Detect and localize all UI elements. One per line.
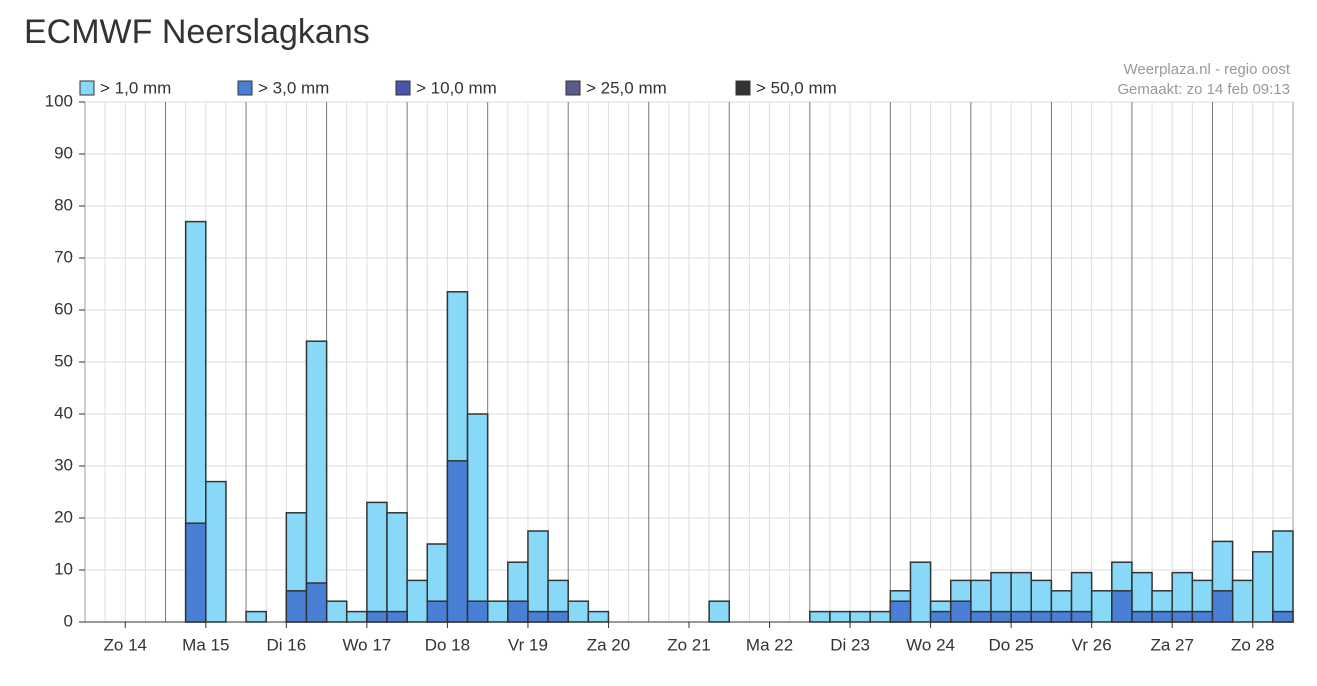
x-tick-label: Wo 24 — [906, 635, 955, 654]
bar — [184, 522, 207, 623]
bar — [1050, 610, 1073, 623]
legend-label: > 10,0 mm — [416, 78, 497, 97]
bar — [708, 600, 731, 623]
bar — [386, 610, 408, 623]
bar — [1171, 610, 1194, 623]
y-tick-label: 100 — [45, 91, 73, 110]
bar — [446, 460, 469, 623]
legend-label: > 3,0 mm — [258, 78, 329, 97]
x-tick-label: Za 20 — [587, 635, 630, 654]
bar — [486, 600, 509, 623]
y-tick-label: 60 — [54, 299, 73, 318]
bar — [1151, 610, 1173, 623]
bar — [1090, 590, 1113, 623]
source: Weerplaza.nl - regio oost — [1124, 61, 1291, 78]
bar — [507, 600, 529, 623]
y-tick-label: 30 — [54, 455, 73, 474]
bar — [909, 561, 932, 623]
bar — [1131, 610, 1153, 623]
bar — [1272, 530, 1294, 623]
bar — [406, 579, 429, 623]
legend-swatch — [395, 80, 411, 96]
bar — [869, 610, 892, 623]
legend-label: > 50,0 mm — [756, 78, 837, 97]
made-date: Gemaakt: zo 14 feb 09:13 — [1117, 81, 1290, 98]
bar — [426, 600, 449, 623]
bar — [990, 610, 1012, 623]
x-tick-label: Wo 17 — [342, 635, 391, 654]
bar — [1111, 590, 1133, 623]
x-tick-label: Ma 22 — [746, 635, 793, 654]
bar — [929, 610, 952, 623]
y-tick-label: 10 — [54, 559, 73, 578]
bar — [1272, 610, 1294, 623]
bar — [547, 610, 569, 623]
x-tick-label: Vr 19 — [508, 635, 548, 654]
x-tick-label: Vr 26 — [1072, 635, 1112, 654]
y-tick-label: 0 — [64, 611, 73, 630]
x-tick-label: Do 18 — [425, 635, 470, 654]
bar — [386, 512, 408, 623]
y-tick-label: 40 — [54, 403, 73, 422]
legend-swatch — [735, 80, 751, 96]
bar — [1010, 610, 1033, 623]
bar — [527, 530, 549, 623]
bar — [1231, 579, 1254, 623]
bar — [889, 600, 912, 623]
bar — [245, 610, 267, 623]
y-tick-label: 20 — [54, 507, 73, 526]
bar — [1191, 610, 1214, 623]
y-tick-label: 90 — [54, 143, 73, 162]
bar — [366, 610, 388, 623]
bar — [366, 501, 388, 623]
bar — [829, 610, 851, 623]
bar — [345, 610, 368, 623]
legend-label: > 1,0 mm — [100, 78, 171, 97]
bar — [325, 600, 348, 623]
bar — [1070, 610, 1093, 623]
x-tick-label: Za 27 — [1150, 635, 1193, 654]
bar — [1211, 590, 1234, 623]
bar — [527, 610, 549, 623]
x-tick-label: Di 23 — [830, 635, 870, 654]
x-tick-label: Di 16 — [266, 635, 306, 654]
bar — [949, 600, 972, 623]
bar — [466, 600, 489, 623]
x-tick-label: Zo 28 — [1231, 635, 1274, 654]
bar — [567, 600, 590, 623]
bar — [809, 610, 831, 623]
legend-label: > 25,0 mm — [586, 78, 667, 97]
bar — [587, 610, 610, 623]
x-tick-label: Do 25 — [988, 635, 1033, 654]
chart-title: ECMWF Neerslagkans — [24, 13, 370, 51]
x-tick-label: Ma 15 — [182, 635, 229, 654]
y-tick-label: 80 — [54, 195, 73, 214]
bar — [305, 582, 328, 623]
y-tick-label: 50 — [54, 351, 73, 370]
legend-swatch — [79, 80, 95, 96]
bar — [285, 590, 308, 623]
y-tick-label: 70 — [54, 247, 73, 266]
legend-swatch — [237, 80, 253, 96]
bar — [1251, 551, 1274, 623]
legend-swatch — [565, 80, 581, 96]
x-tick-label: Zo 21 — [667, 635, 710, 654]
bar — [849, 610, 871, 623]
bar — [205, 480, 227, 623]
bar — [970, 610, 992, 623]
bar — [1030, 610, 1053, 623]
x-tick-label: Zo 14 — [104, 635, 147, 654]
bar — [305, 340, 328, 623]
bar — [466, 413, 489, 623]
